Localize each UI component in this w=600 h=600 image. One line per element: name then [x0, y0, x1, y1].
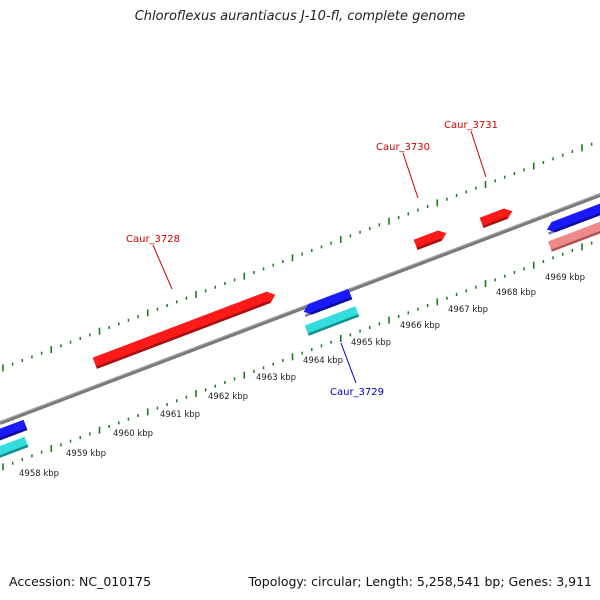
gene-annotation-group: Caur_3728 Caur_3729 Caur_3730 Caur_3731: [126, 120, 498, 398]
leader-line-caur-3729: [340, 342, 357, 384]
axis-tick-label: 4958 kbp: [19, 469, 59, 479]
gene-caur-3729[interactable]: [302, 288, 353, 318]
map-title: Chloroflexus aurantiacus J-10-fl, comple…: [134, 9, 466, 24]
outer-tick-row: [2, 142, 593, 372]
feature-group: [0, 203, 600, 464]
feature-cyan-edge-left[interactable]: [0, 436, 29, 464]
axis-tick-label: 4961 kbp: [160, 410, 200, 420]
gene-label-caur-3730[interactable]: Caur_3730: [376, 142, 430, 153]
axis-label-group: 4958 kbp 4959 kbp 4960 kbp 4961 kbp 4962 kbp…: [19, 273, 585, 479]
feature-cyan-caur-3729[interactable]: [304, 306, 360, 336]
gene-caur-3728[interactable]: [92, 289, 278, 369]
axis-tick-label: 4969 kbp: [545, 273, 585, 283]
gene-caur-3731[interactable]: [479, 206, 515, 229]
gene-blue-edge-left[interactable]: [0, 419, 28, 447]
feature-pink-edge-right[interactable]: [548, 220, 600, 252]
axis-tick-label: 4968 kbp: [496, 288, 536, 298]
accession-text: Accession: NC_010175: [9, 574, 152, 589]
gene-label-caur-3729[interactable]: Caur_3729: [330, 387, 384, 398]
gene-blue-edge-right[interactable]: [545, 203, 600, 235]
gene-label-caur-3728[interactable]: Caur_3728: [126, 234, 180, 245]
axis-tick-label: 4959 kbp: [66, 449, 106, 459]
backbone-line: [0, 193, 600, 425]
leader-line-caur-3730: [402, 152, 419, 199]
axis-tick-label: 4960 kbp: [113, 429, 153, 439]
leader-line-caur-3728: [152, 244, 173, 290]
axis-tick-label: 4966 kbp: [400, 321, 440, 331]
backbone-highlight: [0, 193, 600, 422]
axis-tick-label: 4967 kbp: [448, 305, 488, 315]
topology-text: Topology: circular; Length: 5,258,541 bp…: [248, 574, 592, 589]
axis-tick-label: 4965 kbp: [351, 338, 391, 348]
inner-tick-row: [2, 241, 593, 471]
axis-tick-label: 4962 kbp: [208, 392, 248, 402]
axis-tick-label: 4964 kbp: [303, 356, 343, 366]
axis-tick-label: 4963 kbp: [256, 373, 296, 383]
leader-line-caur-3731: [470, 130, 487, 178]
gene-label-caur-3731[interactable]: Caur_3731: [444, 120, 498, 131]
gene-caur-3730[interactable]: [413, 228, 449, 251]
